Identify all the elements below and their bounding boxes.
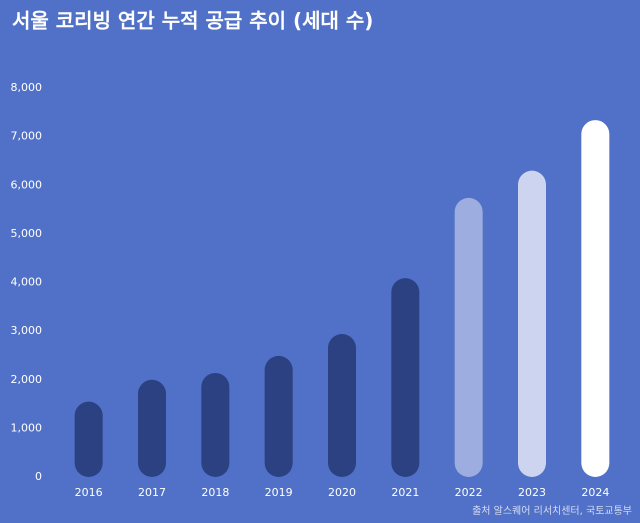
bar [138, 379, 166, 477]
y-tick-label: 1,000 [11, 421, 43, 434]
x-tick-label: 2017 [138, 486, 166, 499]
bar [454, 197, 483, 477]
x-tick-label: 2020 [328, 486, 356, 499]
y-tick-label: 2,000 [11, 373, 43, 386]
x-tick-label: 2021 [391, 486, 419, 499]
source-note: 출처 알스퀘어 리서치센터, 국토교통부 [472, 505, 632, 517]
y-tick-label: 5,000 [11, 227, 43, 240]
x-tick-label: 2019 [265, 486, 293, 499]
bar [581, 120, 610, 477]
bar [328, 334, 356, 477]
x-tick-label: 2023 [518, 486, 546, 499]
x-tick-label: 2022 [455, 486, 483, 499]
x-tick-label: 2016 [75, 486, 103, 499]
bar [74, 401, 103, 477]
y-tick-label: 4,000 [11, 276, 43, 289]
bar [201, 372, 230, 477]
y-tick-label: 3,000 [11, 324, 43, 337]
bar [518, 170, 546, 477]
y-tick-label: 8,000 [11, 81, 43, 94]
x-tick-label: 2024 [581, 486, 609, 499]
chart-title: 서울 코리빙 연간 누적 공급 추이 (세대 수) [12, 9, 373, 33]
y-tick-label: 6,000 [11, 178, 43, 191]
x-tick-label: 2018 [201, 486, 229, 499]
y-tick-label: 0 [35, 470, 42, 483]
bar [391, 278, 420, 477]
bar [264, 355, 293, 477]
y-tick-label: 7,000 [11, 130, 43, 143]
